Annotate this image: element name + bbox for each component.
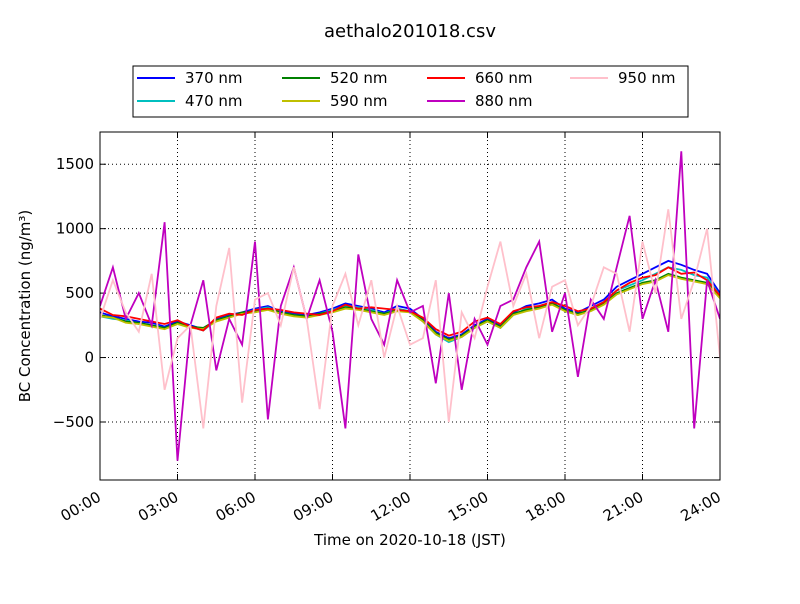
series-line xyxy=(100,151,720,461)
y-tick-label: 1500 xyxy=(56,155,94,173)
y-tick-label: −500 xyxy=(53,413,94,431)
y-axis-label: BC Concentration (ng/m³) xyxy=(16,210,34,403)
legend-label: 590 nm xyxy=(330,92,388,110)
chart-title: aethalo201018.csv xyxy=(324,21,496,42)
y-tick-label: 0 xyxy=(84,349,94,367)
legend-label: 950 nm xyxy=(618,69,676,87)
x-axis-label: Time on 2020-10-18 (JST) xyxy=(313,531,506,549)
legend-box xyxy=(132,65,689,118)
legend-label: 880 nm xyxy=(475,92,533,110)
legend-label: 520 nm xyxy=(330,69,388,87)
y-tick-label: 500 xyxy=(65,284,94,302)
legend-label: 470 nm xyxy=(185,92,243,110)
plot-frame xyxy=(99,131,721,481)
series-line xyxy=(100,209,720,429)
y-tick-label: 1000 xyxy=(56,220,94,238)
legend-label: 370 nm xyxy=(185,69,243,87)
legend-label: 660 nm xyxy=(475,69,533,87)
